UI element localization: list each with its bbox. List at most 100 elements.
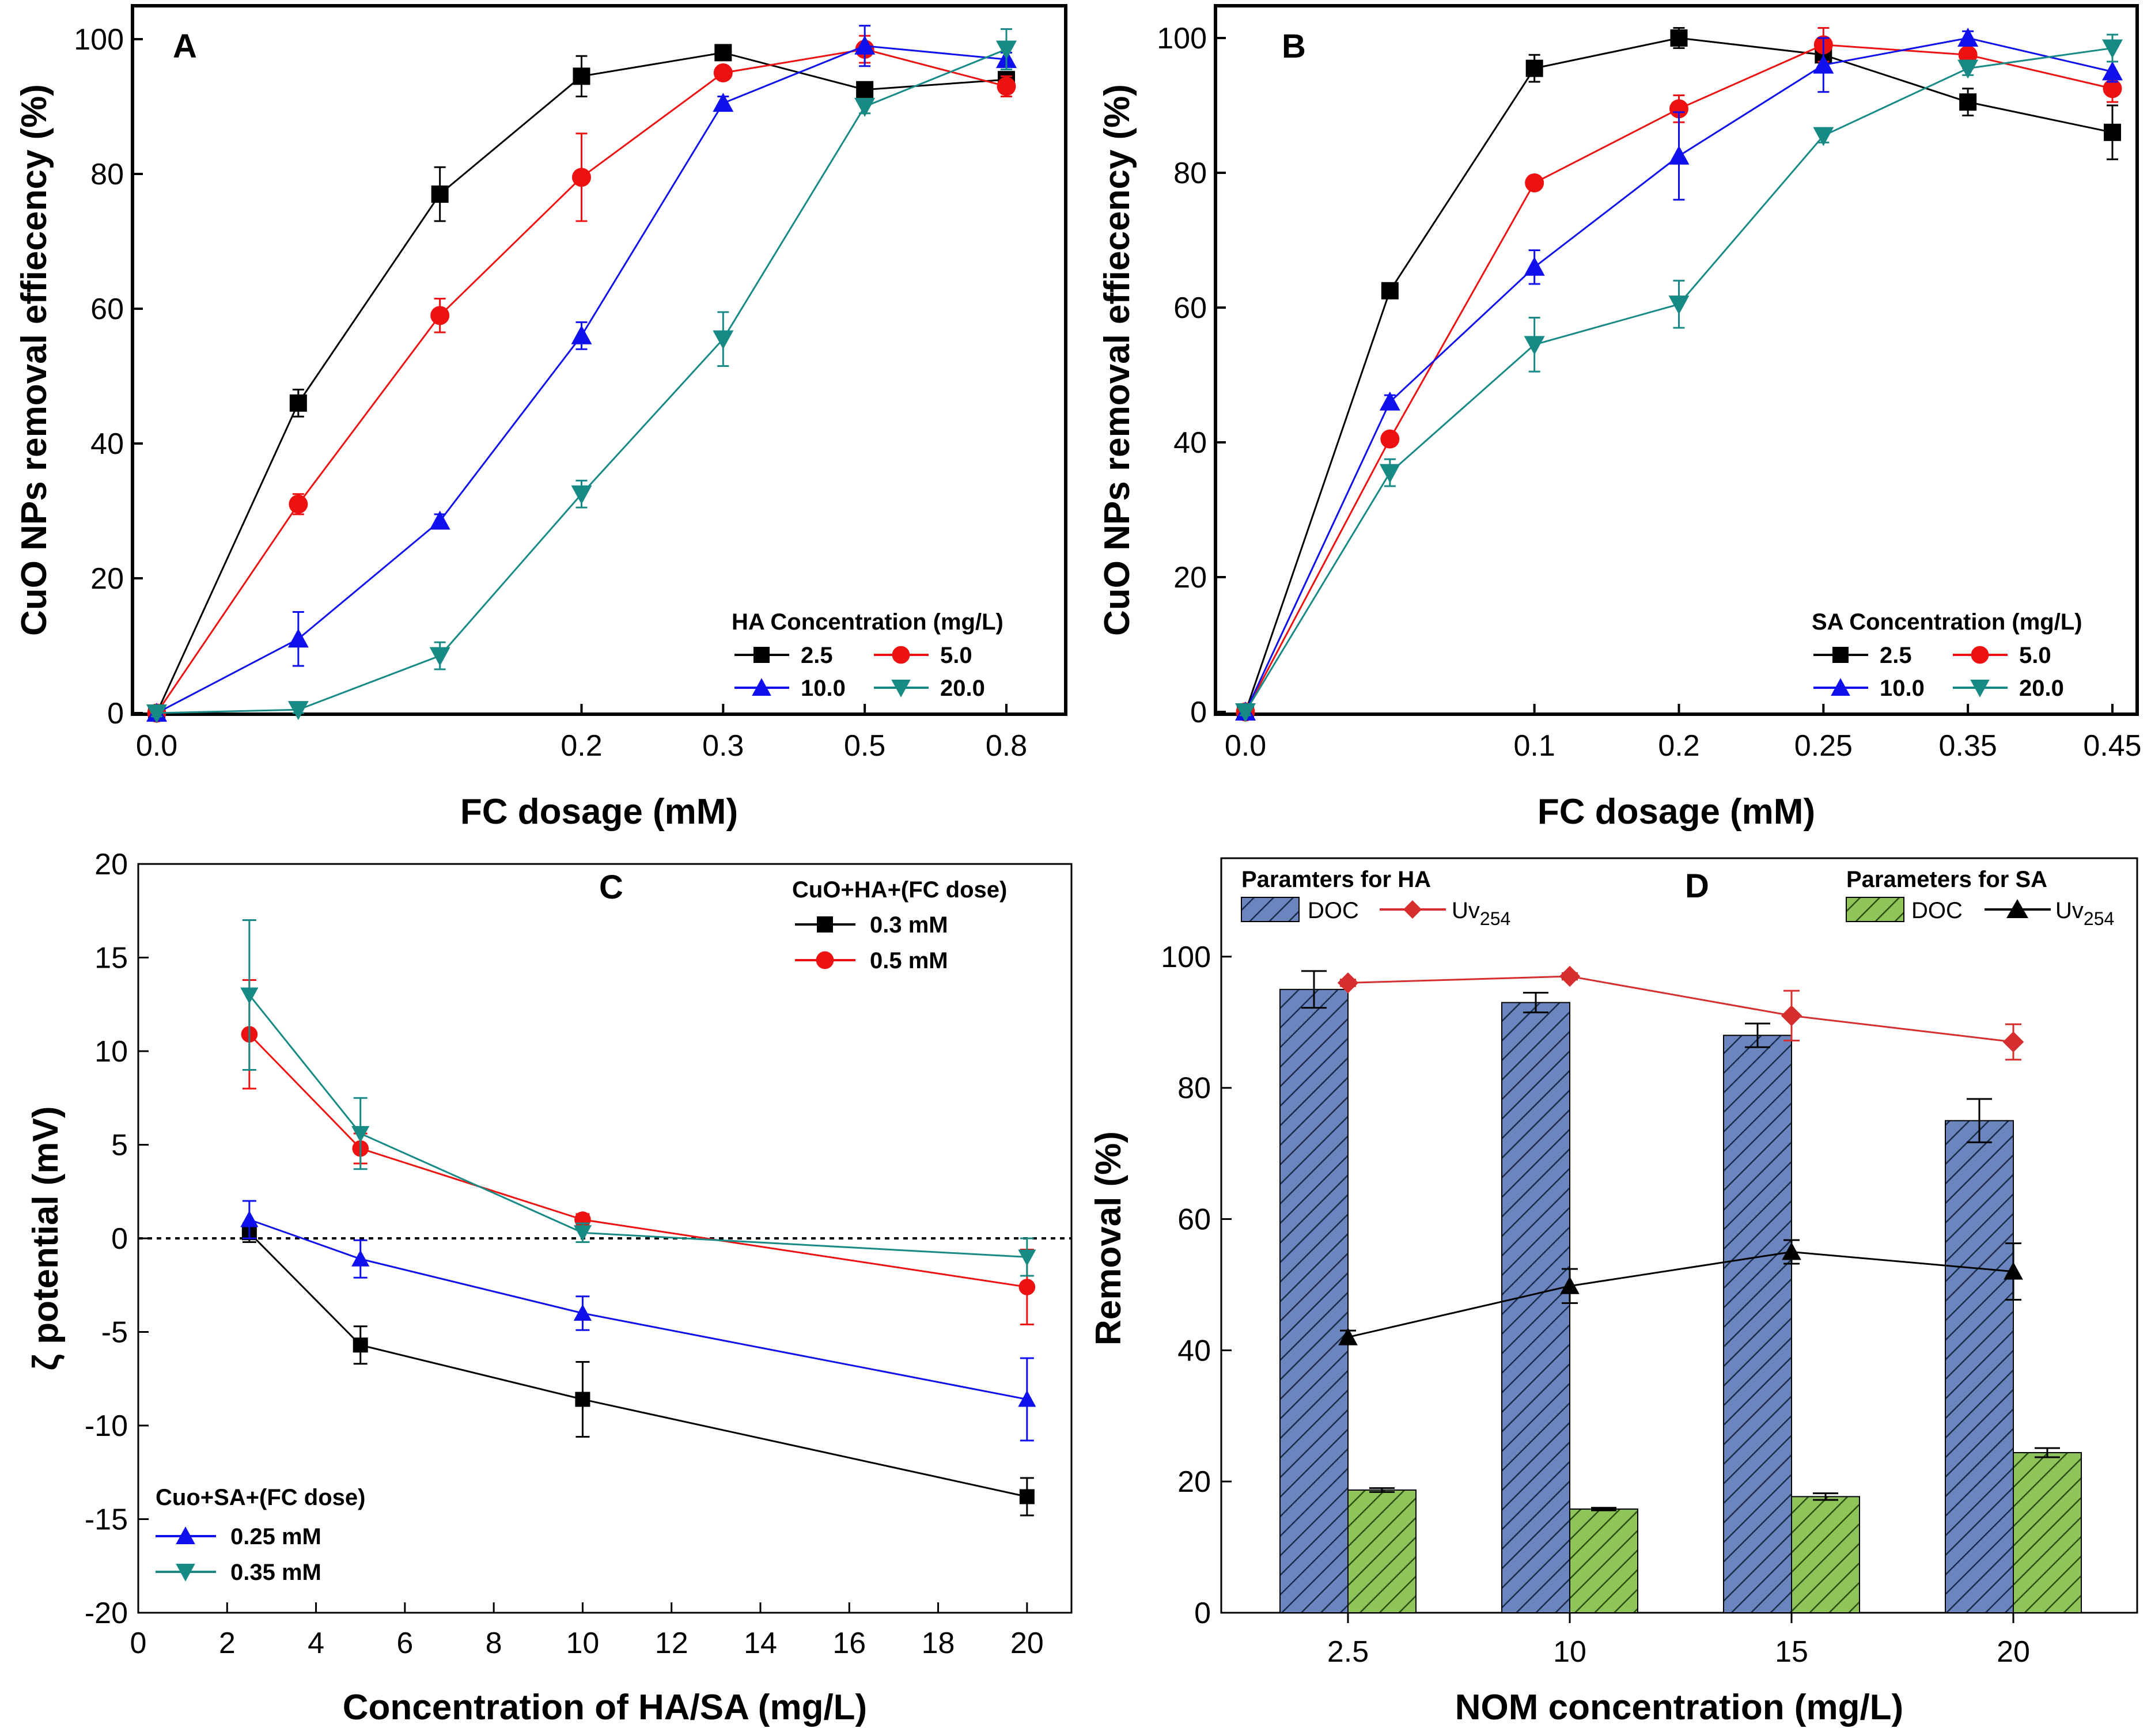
panel-d: D 0 20 40 60 80 100 2.5 10 15 20 NOM concentratio… — [1089, 857, 2138, 1727]
panel-d-y-tick-label: 20 — [1177, 1465, 1211, 1499]
panel-a-series-1-point — [572, 168, 591, 187]
panel-b-series-2-point — [1668, 145, 1690, 165]
panel-a-x-tick-label: 0.8 — [986, 729, 1027, 763]
panel-b-legend-marker — [1831, 678, 1850, 696]
panel-b-series-3-point — [1379, 464, 1400, 483]
panel-c-legend-sa-title: Cuo+SA+(FC dose) — [156, 1485, 365, 1510]
panel-b-x-axis-label: FC dosage (mM) — [1537, 792, 1815, 832]
panel-b-series-2-point — [1813, 54, 1834, 74]
panel-a-series-3-point — [571, 485, 592, 505]
panel-b-x-tick-label: 0.0 — [1225, 729, 1266, 763]
panel-b-legend-label: 2.5 — [1880, 643, 1912, 668]
panel-b-y-tick-label: 100 — [1157, 22, 1207, 55]
panel-a-series-0-point — [431, 185, 449, 203]
panel-c-x-tick-label: 20 — [1010, 1627, 1044, 1660]
panel-c-series-1-point — [1018, 1279, 1036, 1295]
panel-a-legend-marker — [752, 678, 771, 696]
panel-b-y-axis-label: CuO NPs removal effiecency (%) — [1097, 84, 1137, 636]
panel-a-x-tick-label: 0.2 — [561, 729, 602, 763]
panel-b-legend-marker — [1970, 680, 1990, 698]
panel-d-y-tick-label: 40 — [1177, 1334, 1211, 1367]
panel-d-bar-series-0-bar — [1501, 1002, 1570, 1613]
panel-a-series-3-point — [854, 98, 876, 117]
panel-a-legend-label: 20.0 — [940, 676, 985, 701]
panel-a-frame — [131, 4, 1067, 716]
panel-b-series-3-point — [1813, 127, 1834, 146]
panel-b-x-tick-label: 0.35 — [1939, 729, 1997, 763]
panel-a-series-3 — [146, 28, 1017, 723]
panel-b-series-3-point — [1235, 703, 1256, 722]
panel-d-legend-ha-doc-label: DOC — [1308, 898, 1359, 923]
panel-d-legend-sa-uv-label: Uv254 — [2055, 898, 2114, 929]
panel-d-legend-ha-uv-text: Uv — [1452, 898, 1480, 923]
panel-a-series-0-point — [573, 67, 590, 85]
panel-a-y-tick-label: 20 — [90, 562, 124, 596]
panel-c-x-tick-label: 16 — [832, 1627, 866, 1660]
panel-c-legend-sa: Cuo+SA+(FC dose) 0.25 mM 0.35 mM — [156, 1485, 365, 1585]
panel-b: B 0 20 40 60 80 100 0.0 0.1 0.2 0.25 0.35 0.45 FC d… — [1097, 4, 2142, 832]
panel-c-series-2 — [240, 1200, 1036, 1442]
panel-b-legend-label: 5.0 — [2019, 643, 2051, 668]
panel-c-y-tick-label: 10 — [94, 1035, 128, 1068]
panel-a-series-2-point — [571, 325, 592, 344]
panel-b-series-0-point — [1959, 93, 1977, 111]
panel-b-x-tick-label: 0.1 — [1514, 729, 1555, 763]
panel-d-bar-series-1-bar — [1347, 1489, 1417, 1614]
panel-c-legend-ha-title: CuO+HA+(FC dose) — [792, 877, 1007, 903]
panel-d-bar-series-0-error-bar — [1523, 992, 1548, 1014]
panel-b-legend: SA Concentration (mg/L) 2.5 5.0 10.0 20.0 — [1812, 609, 2082, 701]
panel-b-series-2-point — [2102, 61, 2123, 81]
panel-d-bar-series-1-bar — [2013, 1452, 2082, 1614]
panel-c-series-0-point — [353, 1337, 368, 1353]
panel-c-series-3-point — [240, 987, 259, 1005]
panel-c-x-tick-label: 8 — [486, 1627, 502, 1660]
panel-a-legend-marker — [891, 680, 911, 698]
panel-a-y-tick-label: 100 — [74, 23, 124, 56]
panel-c-y-tick-label: 15 — [94, 942, 128, 975]
panel-d-bar-series-1-error-bar — [1813, 1492, 1838, 1501]
panel-d-legend-ha-doc-swatch — [1241, 897, 1300, 922]
panel-c-x-axis-label: Concentration of HA/SA (mg/L) — [343, 1688, 867, 1727]
panel-a-series-3-point — [713, 330, 734, 350]
panel-a-y-tick-label: 80 — [90, 158, 124, 191]
panel-a-y-axis-label: CuO NPs removal effiecency (%) — [14, 84, 54, 636]
panel-a-x-axis-label: FC dosage (mM) — [460, 792, 738, 832]
panel-b-y-tick-label: 60 — [1173, 291, 1207, 325]
panel-a-series-1-point — [430, 306, 450, 325]
panel-d-x-tick-label: 2.5 — [1327, 1635, 1369, 1669]
panel-c-series-3-point — [1018, 1249, 1036, 1267]
panel-a-y-tick-label: 60 — [90, 293, 124, 326]
panel-b-legend-marker — [1832, 647, 1849, 663]
panel-b-x-tick-label: 0.45 — [2083, 729, 2141, 763]
panel-a-y-tick-label: 40 — [90, 427, 124, 461]
panel-a-legend-marker — [753, 647, 770, 663]
panel-a-series-0-point — [289, 394, 307, 412]
panel-c-legend-marker — [816, 951, 834, 969]
panel-b-x-tick-label: 0.2 — [1658, 729, 1699, 763]
panel-d-line-series-1-point — [1338, 1327, 1358, 1345]
panel-c-legend-label: 0.3 mM — [870, 912, 948, 938]
panel-a-legend-label: 2.5 — [801, 643, 833, 668]
panel-b-series-2-point — [1524, 256, 1545, 276]
panel-d-line-series-0-point — [2002, 1031, 2024, 1053]
panel-b-y-tick-label: 20 — [1173, 561, 1207, 594]
panel-d-bar-series-1-error-bar — [1369, 1487, 1395, 1493]
panel-c-series-2-point — [1018, 1390, 1036, 1407]
panel-c-label: C — [599, 869, 623, 906]
panel-d-legend-ha: Paramters for HA DOC Uv254 — [1241, 867, 1510, 929]
panel-d-x-tick-label: 20 — [1997, 1635, 2030, 1669]
panel-c-series-1-line — [248, 1033, 1028, 1288]
panel-b-series-3-point — [1957, 59, 1979, 79]
panel-d-line-series-0-point — [1559, 965, 1581, 987]
panel-d-bar-series-1-bar — [1791, 1496, 1860, 1614]
panel-a-x-tick-label: 0.0 — [136, 729, 177, 763]
panel-d-legend-sa-doc-label: DOC — [1911, 898, 1963, 923]
panel-a-x-tick-label: 0.5 — [844, 729, 885, 763]
panel-c-y-tick-label: 20 — [94, 848, 128, 881]
panel-d-legend-sa: Parameters for SA DOC Uv254 — [1846, 867, 2114, 929]
panel-d-bar-series-1 — [1347, 1447, 2082, 1614]
panel-d-line-series-1-point — [1782, 1242, 1801, 1260]
panel-d-bar-series-1-error-bar — [1591, 1507, 1616, 1511]
panel-d-legend-ha-uv-sub: 254 — [1480, 908, 1510, 929]
panel-a-series-2-point — [287, 628, 309, 648]
